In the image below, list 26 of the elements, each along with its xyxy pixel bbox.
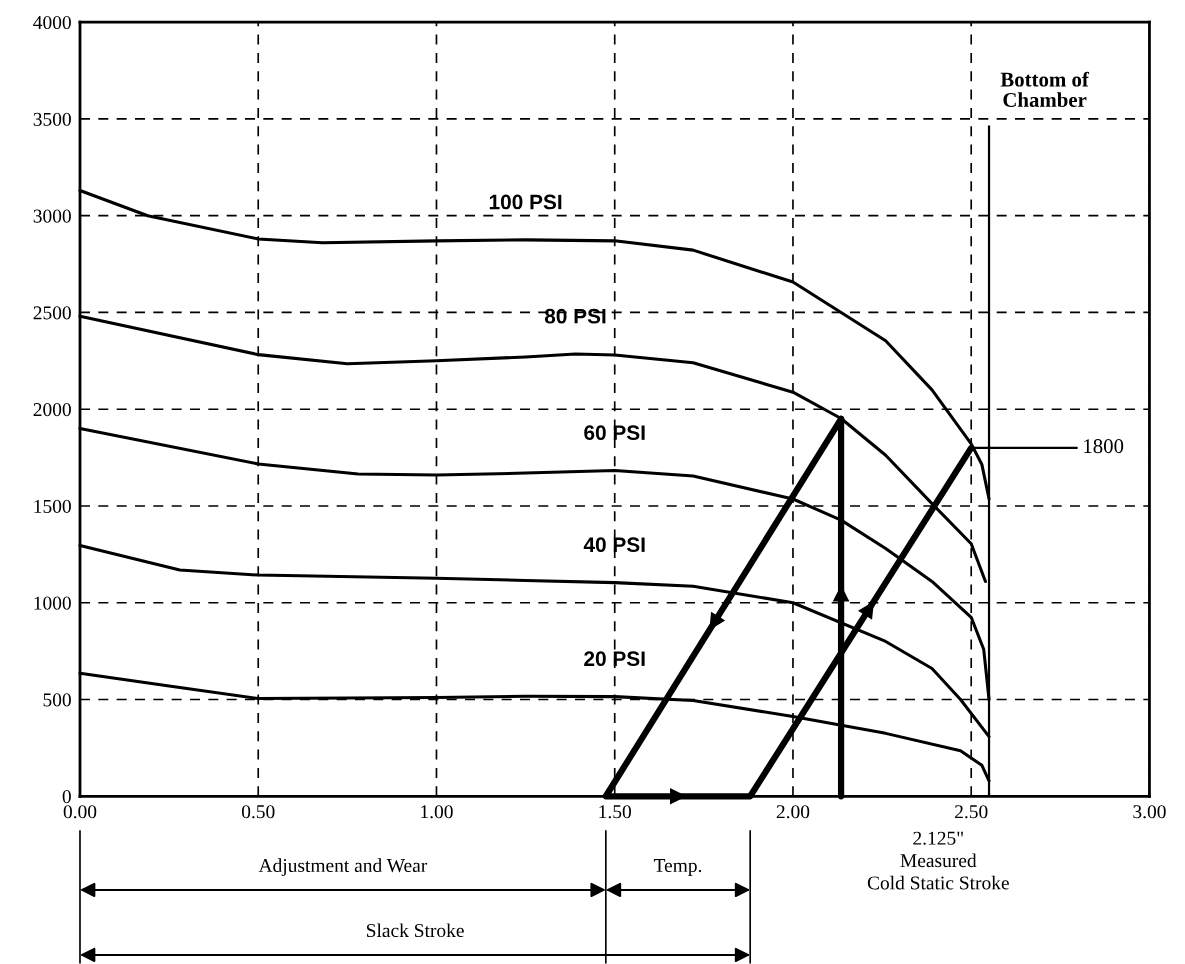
text: 2.125" Measured Cold Static Stroke <box>867 831 1009 890</box>
x-tick-label: 2.00 <box>776 805 810 819</box>
series-label: 60 PSI <box>584 425 645 441</box>
y-tick-label: 500 <box>43 693 71 707</box>
y-tick-label: 3500 <box>33 112 71 126</box>
x-tick-label: 0.50 <box>241 805 275 819</box>
x-tick-label: 1.50 <box>599 805 631 819</box>
y-tick-label: 2000 <box>33 403 71 417</box>
y-tick-label: 0 <box>62 790 71 804</box>
y-tick-label: 3000 <box>33 209 71 223</box>
ref-line-label: Bottom of Chamber <box>1000 71 1090 107</box>
x-tick-label: 2.50 <box>955 805 988 819</box>
text: Temp. <box>653 859 702 876</box>
series-label: 100 PSI <box>489 194 562 210</box>
text: Adjustment and Wear <box>258 858 428 876</box>
y-tick-label: 4000 <box>33 15 71 30</box>
x-tick-label: 1.00 <box>421 805 453 819</box>
x-tick-label: 3.00 <box>1133 805 1166 819</box>
annotation: 1800 <box>1084 439 1124 454</box>
text: Slack Stroke <box>366 923 464 938</box>
y-tick-label: 1000 <box>34 596 71 610</box>
x-tick-label: 0.00 <box>63 805 97 819</box>
series-label: 40 PSI <box>583 537 645 553</box>
series-label: 20 PSI <box>584 651 645 667</box>
y-tick-label: 1500 <box>34 499 71 513</box>
y-tick-label: 2500 <box>33 306 71 320</box>
